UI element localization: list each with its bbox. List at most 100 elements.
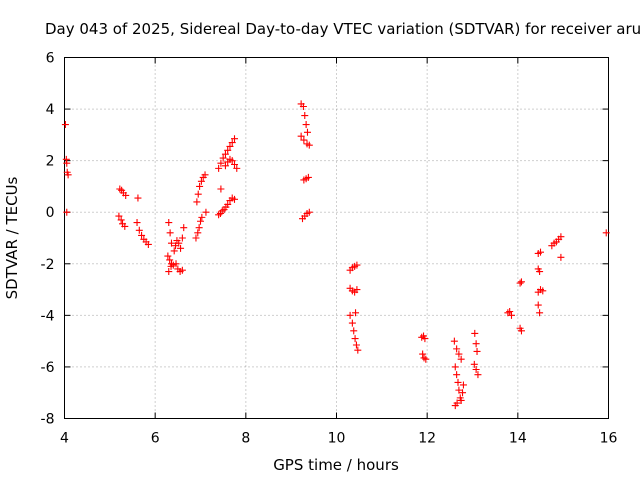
- x-tick-label: 16: [600, 431, 618, 447]
- data-point: [134, 194, 142, 202]
- data-point: [459, 389, 467, 397]
- data-point: [418, 333, 426, 341]
- data-point: [165, 219, 173, 227]
- data-point: [224, 146, 232, 154]
- data-point: [506, 307, 514, 315]
- y-tick-label: -6: [41, 360, 55, 376]
- y-tick-label: -2: [41, 257, 55, 273]
- x-tick-label: 10: [328, 431, 346, 447]
- data-point: [166, 229, 174, 237]
- data-point: [64, 171, 72, 179]
- data-point: [226, 142, 234, 150]
- data-point: [537, 248, 544, 256]
- data-point: [472, 366, 480, 374]
- data-point: [457, 396, 465, 404]
- y-axis-label: SDTVAR / TECUs: [3, 176, 21, 299]
- data-point: [175, 239, 183, 247]
- data-point: [221, 162, 229, 170]
- data-point: [215, 164, 223, 172]
- data-point: [231, 135, 238, 143]
- data-point: [116, 185, 124, 193]
- data-point: [300, 136, 308, 144]
- x-axis-label: GPS time / hours: [273, 456, 399, 474]
- data-point: [301, 112, 309, 120]
- data-point: [219, 154, 227, 162]
- data-point: [194, 229, 202, 237]
- data-point: [172, 260, 180, 268]
- data-point: [454, 378, 462, 386]
- data-point: [455, 386, 463, 394]
- data-point: [536, 309, 544, 317]
- data-point: [166, 256, 174, 264]
- axis-ticks: 4 6 8 10 12 14 16 -8 -6 -4 -2 0 2 4 6: [41, 51, 618, 447]
- data-point: [352, 309, 360, 317]
- data-point: [63, 159, 71, 167]
- data-point: [117, 216, 125, 224]
- plot-frame: [64, 57, 609, 419]
- data-point: [455, 350, 463, 358]
- data-point: [451, 363, 459, 371]
- data-point: [303, 128, 311, 136]
- chart-title: Day 043 of 2025, Sidereal Day-to-day VTE…: [45, 20, 640, 38]
- data-point: [228, 139, 236, 147]
- x-tick-label: 14: [509, 431, 527, 447]
- data-point: [231, 195, 238, 203]
- data-point: [470, 360, 478, 368]
- data-point: [197, 217, 204, 225]
- data-point: [115, 212, 123, 220]
- data-point: [193, 198, 201, 206]
- data-point: [165, 268, 173, 276]
- data-point: [353, 261, 361, 269]
- data-point: [539, 287, 547, 295]
- data-point: [224, 200, 232, 208]
- data-point: [217, 159, 225, 167]
- data-point: [201, 171, 209, 179]
- data-point: [534, 301, 542, 309]
- data-point: [536, 268, 544, 276]
- data-point: [133, 219, 141, 227]
- data-point: [459, 381, 467, 389]
- y-tick-label: 2: [46, 154, 55, 170]
- y-tick-label: 6: [46, 51, 55, 67]
- grid-lines: [64, 57, 609, 419]
- data-point: [217, 185, 225, 193]
- data-point: [353, 286, 361, 294]
- data-point: [138, 231, 146, 239]
- data-point: [472, 340, 480, 348]
- data-points: [61, 100, 610, 410]
- data-point: [602, 229, 610, 237]
- data-point: [422, 355, 430, 363]
- data-point: [354, 346, 362, 354]
- data-point: [517, 278, 525, 286]
- data-point: [63, 208, 71, 216]
- data-point: [299, 102, 307, 110]
- data-point: [221, 150, 229, 158]
- data-point: [474, 371, 482, 379]
- data-point: [164, 252, 172, 260]
- data-point: [144, 240, 152, 248]
- data-point: [135, 226, 143, 234]
- data-point: [167, 262, 175, 270]
- data-point: [453, 345, 461, 353]
- data-point: [304, 173, 312, 181]
- data-point: [517, 327, 525, 335]
- data-point: [192, 234, 200, 242]
- data-point: [61, 121, 69, 129]
- data-point: [198, 213, 206, 221]
- x-tick-label: 12: [418, 431, 436, 447]
- data-point: [351, 335, 359, 343]
- data-point: [557, 233, 565, 241]
- data-point: [352, 341, 360, 349]
- y-tick-label: 0: [46, 205, 55, 221]
- data-point: [421, 335, 429, 343]
- data-point: [197, 177, 205, 185]
- data-point: [471, 329, 479, 337]
- x-tick-label: 6: [151, 431, 160, 447]
- data-point: [453, 399, 461, 407]
- data-point: [178, 266, 186, 274]
- data-point: [194, 190, 202, 198]
- data-point: [348, 319, 356, 327]
- y-tick-label: -8: [41, 412, 55, 428]
- data-point: [121, 222, 129, 230]
